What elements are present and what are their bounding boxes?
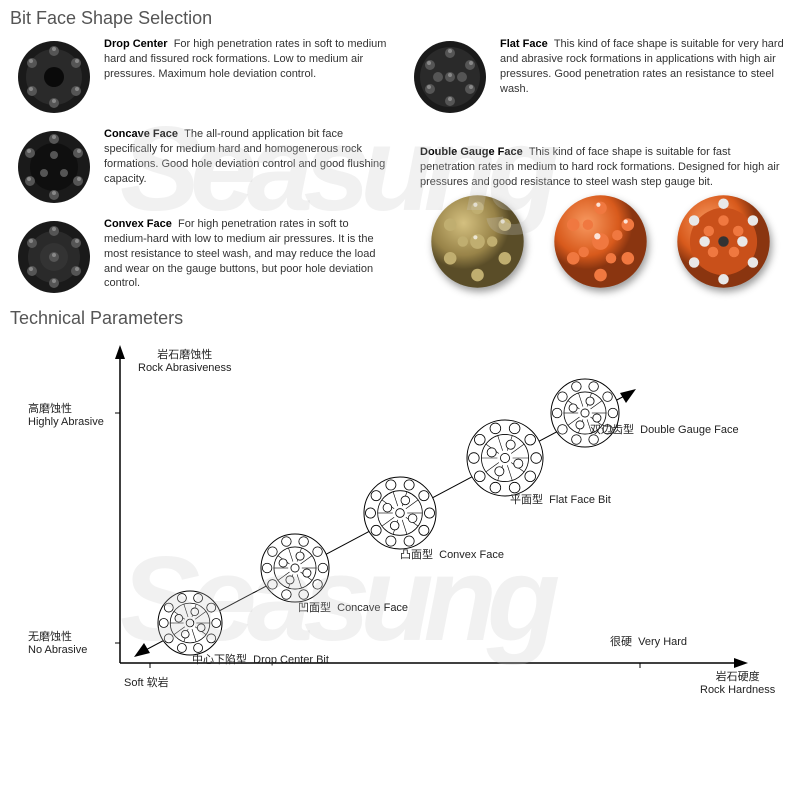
chart-label-0: 中心下陷型 Drop Center Bit bbox=[192, 651, 329, 667]
bit-name: Convex Face bbox=[104, 218, 172, 230]
y-axis-title: 岩石磨蚀性Rock Abrasiveness bbox=[138, 349, 232, 375]
chart-label-2: 凸面型 Convex Face bbox=[400, 546, 504, 562]
section-title-parameters: Technical Parameters bbox=[0, 300, 800, 333]
y-high-label: 高磨蚀性Highly Abrasive bbox=[28, 403, 104, 429]
bit-name: Flat Face bbox=[500, 38, 548, 50]
bit-concave-face: Concave Face The all-round application b… bbox=[14, 127, 390, 207]
flat-face-icon bbox=[410, 37, 490, 117]
bit-name: Concave Face bbox=[104, 128, 178, 140]
bit-name: Drop Center bbox=[104, 38, 168, 50]
bit-name: Double Gauge Face bbox=[420, 146, 523, 158]
bit-text: Convex Face For high penetration rates i… bbox=[104, 217, 390, 291]
bit-text: Concave Face The all-round application b… bbox=[104, 127, 390, 186]
render-orange2-icon bbox=[671, 189, 776, 294]
x-soft-label: Soft 软岩 bbox=[124, 677, 169, 690]
y-low-label: 无磨蚀性No Abrasive bbox=[28, 631, 87, 657]
chart-label-4: 双边齿型 Double Gauge Face bbox=[590, 421, 739, 437]
bit-convex-face: Convex Face For high penetration rates i… bbox=[14, 217, 390, 297]
section-title-selection: Bit Face Shape Selection bbox=[0, 0, 800, 33]
chart: 岩石磨蚀性Rock Abrasiveness 高磨蚀性Highly Abrasi… bbox=[20, 333, 780, 713]
render-orange1-icon bbox=[548, 189, 653, 294]
bit-flat-face: Flat Face This kind of face shape is sui… bbox=[410, 37, 786, 117]
convex-face-icon bbox=[14, 217, 94, 297]
chart-label-1: 凹面型 Concave Face bbox=[298, 599, 408, 615]
render-gold-icon bbox=[425, 189, 530, 294]
x-axis-title: 岩石硬度Rock Hardness bbox=[700, 671, 775, 697]
drop-center-icon bbox=[14, 37, 94, 117]
bit-text: Double Gauge Face This kind of face shap… bbox=[420, 145, 786, 190]
bit-drop-center: Drop Center For high penetration rates i… bbox=[14, 37, 390, 117]
chart-label-3: 平面型 Flat Face Bit bbox=[510, 491, 611, 507]
x-hard-label: 很硬 Very Hard bbox=[610, 636, 687, 649]
concave-face-icon bbox=[14, 127, 94, 207]
bit-text: Flat Face This kind of face shape is sui… bbox=[500, 37, 786, 96]
bit-text: Drop Center For high penetration rates i… bbox=[104, 37, 390, 82]
